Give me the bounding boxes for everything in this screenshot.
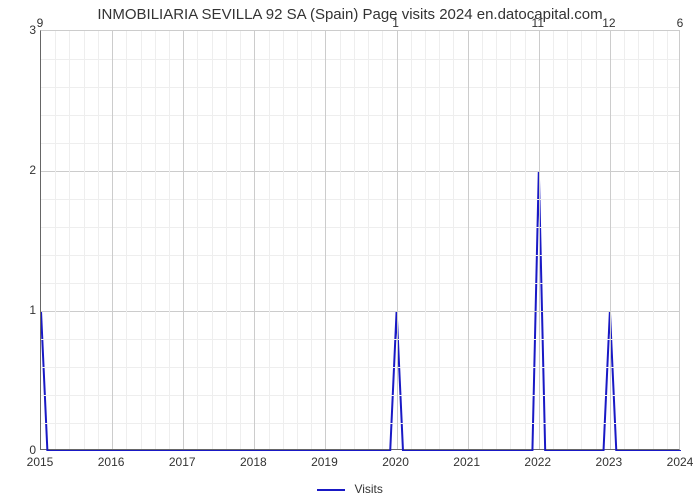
grid-minor-v xyxy=(411,31,412,449)
x-tick-label: 2018 xyxy=(240,455,267,469)
grid-minor-v xyxy=(425,31,426,449)
grid-minor-v xyxy=(667,31,668,449)
grid-major-v xyxy=(325,31,326,449)
grid-minor-v xyxy=(169,31,170,449)
grid-minor-v xyxy=(69,31,70,449)
x-tick-label: 2020 xyxy=(382,455,409,469)
x-tick-label: 2017 xyxy=(169,455,196,469)
x-tick-label: 2015 xyxy=(27,455,54,469)
value-label: 1 xyxy=(392,16,399,30)
value-label: 9 xyxy=(37,16,44,30)
grid-minor-v xyxy=(510,31,511,449)
grid-major-v xyxy=(254,31,255,449)
x-tick-label: 2019 xyxy=(311,455,338,469)
grid-minor-v xyxy=(525,31,526,449)
y-tick-label: 1 xyxy=(20,303,36,317)
legend-swatch xyxy=(317,489,345,491)
x-tick-label: 2024 xyxy=(667,455,694,469)
y-tick-label: 3 xyxy=(20,23,36,37)
grid-minor-v xyxy=(283,31,284,449)
grid-minor-h xyxy=(41,395,679,396)
grid-major-v xyxy=(183,31,184,449)
grid-minor-h xyxy=(41,87,679,88)
grid-major-v xyxy=(610,31,611,449)
grid-minor-v xyxy=(126,31,127,449)
chart-title: INMOBILIARIA SEVILLA 92 SA (Spain) Page … xyxy=(0,6,700,23)
value-label: 11 xyxy=(532,16,544,30)
plot-area xyxy=(40,30,680,450)
grid-minor-v xyxy=(197,31,198,449)
grid-minor-h xyxy=(41,59,679,60)
grid-minor-h xyxy=(41,283,679,284)
grid-minor-h xyxy=(41,339,679,340)
grid-minor-v xyxy=(496,31,497,449)
grid-minor-v xyxy=(340,31,341,449)
grid-minor-v xyxy=(297,31,298,449)
grid-major-v xyxy=(539,31,540,449)
grid-minor-v xyxy=(453,31,454,449)
grid-minor-h xyxy=(41,199,679,200)
chart-container: INMOBILIARIA SEVILLA 92 SA (Spain) Page … xyxy=(0,0,700,500)
grid-minor-v xyxy=(141,31,142,449)
grid-minor-h xyxy=(41,143,679,144)
grid-major-h xyxy=(41,171,679,172)
grid-minor-v xyxy=(98,31,99,449)
x-tick-label: 2022 xyxy=(524,455,551,469)
grid-minor-v xyxy=(624,31,625,449)
grid-major-v xyxy=(468,31,469,449)
grid-minor-h xyxy=(41,423,679,424)
grid-minor-h xyxy=(41,115,679,116)
grid-major-v xyxy=(112,31,113,449)
grid-minor-v xyxy=(240,31,241,449)
grid-minor-h xyxy=(41,255,679,256)
x-tick-label: 2023 xyxy=(596,455,623,469)
series-line xyxy=(41,31,681,451)
grid-major-h xyxy=(41,311,679,312)
legend-label: Visits xyxy=(354,482,382,496)
value-label: 12 xyxy=(602,16,615,30)
grid-minor-v xyxy=(212,31,213,449)
grid-minor-h xyxy=(41,367,679,368)
legend: Visits xyxy=(0,482,700,496)
y-tick-label: 2 xyxy=(20,163,36,177)
grid-minor-v xyxy=(581,31,582,449)
grid-minor-v xyxy=(354,31,355,449)
grid-minor-v xyxy=(382,31,383,449)
grid-minor-v xyxy=(269,31,270,449)
grid-minor-v xyxy=(226,31,227,449)
x-tick-label: 2016 xyxy=(98,455,125,469)
grid-major-v xyxy=(397,31,398,449)
grid-minor-v xyxy=(439,31,440,449)
grid-minor-h xyxy=(41,227,679,228)
grid-minor-v xyxy=(596,31,597,449)
grid-minor-v xyxy=(368,31,369,449)
grid-minor-v xyxy=(311,31,312,449)
grid-minor-v xyxy=(638,31,639,449)
value-label: 6 xyxy=(677,16,684,30)
grid-minor-v xyxy=(84,31,85,449)
grid-minor-v xyxy=(567,31,568,449)
grid-minor-v xyxy=(553,31,554,449)
grid-minor-v xyxy=(653,31,654,449)
grid-minor-v xyxy=(55,31,56,449)
x-tick-label: 2021 xyxy=(453,455,480,469)
grid-minor-v xyxy=(155,31,156,449)
grid-minor-v xyxy=(482,31,483,449)
